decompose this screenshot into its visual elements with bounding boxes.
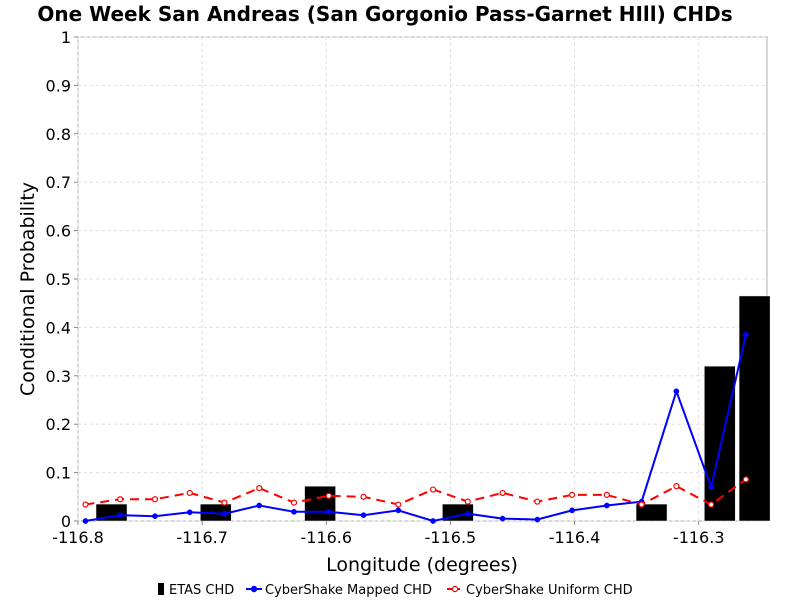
cybershake-uniform-chd-point bbox=[603, 491, 610, 498]
cybershake-mapped-chd-point bbox=[256, 502, 263, 509]
x-tick-label: -116.5 bbox=[425, 528, 477, 547]
cybershake-mapped-chd-point bbox=[395, 507, 402, 514]
y-tick-label: 0.5 bbox=[46, 270, 71, 289]
chart-title: One Week San Andreas (San Gorgonio Pass-… bbox=[37, 2, 732, 26]
x-tick-label: -116.6 bbox=[300, 528, 352, 547]
cybershake-uniform-chd-point bbox=[429, 486, 437, 493]
etas-bar bbox=[635, 503, 668, 522]
legend-label: CyberShake Uniform CHD bbox=[466, 583, 633, 598]
x-ticks: -116.8 -116.7 -116.6 -116.5 -116.4 -116.3 bbox=[52, 521, 725, 547]
y-tick-label: 0.7 bbox=[46, 173, 71, 192]
cybershake-uniform-chd-point bbox=[360, 493, 367, 500]
cybershake-mapped-chd-point bbox=[534, 516, 541, 523]
cybershake-uniform-chd-point bbox=[221, 499, 228, 506]
y-tick-label: 0.2 bbox=[46, 415, 71, 434]
cybershake-uniform-chd-point bbox=[117, 496, 124, 503]
legend-swatch-etas bbox=[158, 583, 164, 595]
cybershake-mapped-chd-point bbox=[186, 509, 193, 516]
y-tick-label: 0.4 bbox=[46, 318, 71, 337]
y-tick-label: 0.9 bbox=[46, 76, 71, 95]
x-tick-label: -116.8 bbox=[52, 528, 104, 547]
y-tick-label: 0.8 bbox=[46, 125, 71, 144]
legend: ETAS CHD CyberShake Mapped CHD CyberShake … bbox=[158, 583, 633, 598]
cybershake-uniform-chd-point bbox=[499, 489, 506, 497]
etas-bar bbox=[704, 365, 736, 522]
cybershake-mapped-chd-point bbox=[464, 510, 471, 517]
cybershake-uniform-chd-point bbox=[186, 489, 193, 497]
cybershake-uniform-chd-point bbox=[568, 491, 576, 498]
y-tick-label: 0.6 bbox=[46, 222, 71, 241]
cybershake-uniform-chd-point bbox=[534, 498, 541, 505]
y-tick-label: 0 bbox=[61, 512, 71, 531]
cybershake-mapped-chd-point bbox=[360, 512, 367, 519]
cybershake-mapped-chd-point bbox=[430, 518, 436, 524]
cybershake-uniform-chd-point bbox=[708, 501, 715, 508]
y-axis-label: Conditional Probability bbox=[17, 182, 39, 396]
cybershake-uniform-chd-point bbox=[151, 496, 159, 503]
cybershake-uniform-chd-point bbox=[638, 501, 645, 508]
cybershake-mapped-chd-point bbox=[82, 518, 89, 524]
x-tick-label: -116.3 bbox=[673, 528, 725, 547]
cybershake-uniform-chd-point bbox=[290, 499, 298, 506]
cybershake-mapped-chd-line bbox=[85, 334, 747, 523]
cybershake-uniform-chd-line bbox=[85, 478, 747, 506]
legend-swatch-marker bbox=[250, 585, 258, 593]
cybershake-mapped-chd-point bbox=[743, 331, 749, 338]
cybershake-uniform-chd-point bbox=[673, 483, 680, 490]
cybershake-mapped-chd-point bbox=[221, 510, 228, 517]
cybershake-mapped-chd-point bbox=[604, 502, 610, 509]
y-ticks: 0 0.1 0.2 0.3 0.4 0.5 0.6 0.7 0.8 0.9 1 bbox=[46, 28, 78, 531]
cybershake-mapped-chd-point bbox=[499, 515, 506, 522]
cybershake-uniform-chd-point bbox=[464, 498, 471, 505]
legend-label: CyberShake Mapped CHD bbox=[265, 583, 432, 598]
y-tick-label: 0.3 bbox=[46, 367, 71, 386]
cybershake-uniform-chd-point bbox=[256, 484, 263, 492]
cybershake-uniform-chd-point bbox=[742, 476, 749, 483]
x-tick-label: -116.4 bbox=[549, 528, 601, 547]
legend-swatch-marker bbox=[451, 585, 459, 593]
cybershake-uniform-chd-point bbox=[395, 501, 402, 508]
cybershake-mapped-chd-point bbox=[291, 508, 297, 515]
cybershake-mapped-chd-point bbox=[569, 507, 575, 514]
cybershake-uniform-chd-point bbox=[325, 492, 332, 499]
x-tick-label: -116.7 bbox=[176, 528, 228, 547]
y-tick-label: 1 bbox=[61, 28, 71, 47]
cybershake-mapped-chd-point bbox=[673, 388, 680, 395]
x-axis-label: Longitude (degrees) bbox=[326, 554, 518, 576]
etas-bar bbox=[304, 485, 336, 522]
cybershake-mapped-chd-point bbox=[152, 513, 158, 520]
cybershake-mapped-chd-point bbox=[325, 508, 332, 515]
legend-label: ETAS CHD bbox=[169, 583, 234, 598]
cybershake-uniform-chd-point bbox=[82, 501, 89, 508]
etas-bar bbox=[738, 295, 771, 522]
grid bbox=[77, 36, 767, 522]
y-tick-label: 0.1 bbox=[46, 464, 71, 483]
cybershake-mapped-chd-point bbox=[708, 484, 714, 490]
cybershake-mapped-chd-point bbox=[117, 512, 124, 519]
series-lines bbox=[82, 331, 749, 524]
